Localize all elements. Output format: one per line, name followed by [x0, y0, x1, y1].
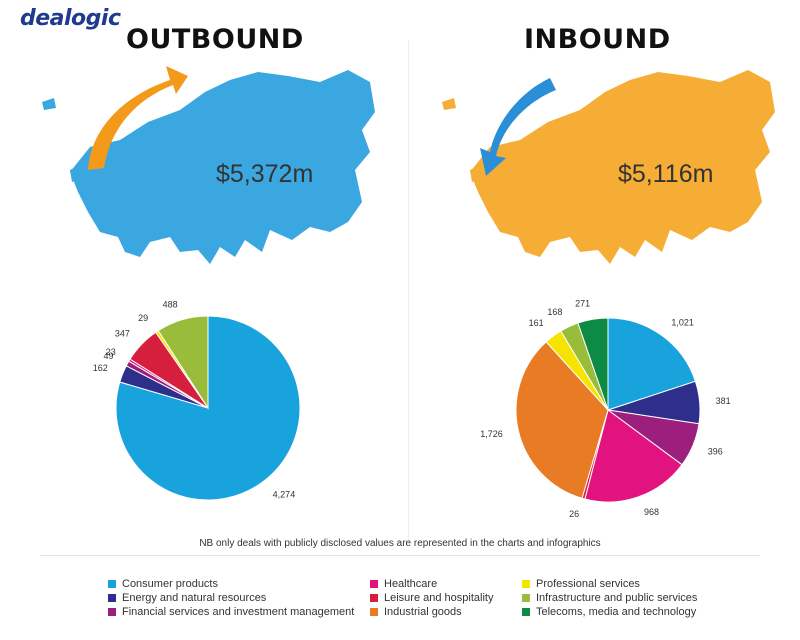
pie-data-label: 347 [115, 328, 130, 338]
legend-label: Telecoms, media and technology [536, 606, 697, 618]
pie-data-label: 23 [106, 347, 116, 357]
center-divider [408, 40, 409, 540]
legend-label: Financial services and investment manage… [122, 606, 355, 618]
pie-data-label: 4,274 [273, 489, 296, 499]
legend-item: Infrastructure and public services [522, 592, 748, 604]
outbound-arrow-icon [88, 66, 188, 170]
pie-data-label: 396 [708, 446, 723, 456]
legend-label: Energy and natural resources [122, 592, 267, 604]
pie-data-label: 162 [93, 363, 108, 373]
pie-slice [607, 317, 697, 411]
pie-data-label: 168 [547, 307, 562, 317]
pie-data-label: 271 [575, 298, 590, 308]
legend-label: Industrial goods [384, 606, 462, 618]
inbound-arrow-icon [480, 78, 556, 176]
legend-item: Consumer products [108, 578, 370, 590]
legend-label: Healthcare [384, 578, 438, 590]
legend-label: Leisure and hospitality [384, 592, 494, 604]
legend-label: Infrastructure and public services [536, 592, 698, 604]
pie-data-label: 1,726 [480, 429, 503, 439]
pie-data-label: 488 [163, 299, 178, 309]
legend-swatch [522, 608, 530, 616]
inbound-europe-map [442, 70, 775, 264]
legend-label: Professional services [536, 578, 640, 590]
outbound-heading: OUTBOUND [126, 24, 304, 55]
legend-swatch [370, 580, 378, 588]
dealogic-logo: dealogic [20, 6, 121, 31]
legend-item: Leisure and hospitality [370, 592, 522, 604]
pie-data-label: 26 [569, 509, 579, 519]
pie-data-label: 968 [644, 507, 659, 517]
inbound-heading: INBOUND [524, 24, 671, 55]
legend-item: Healthcare [370, 578, 522, 590]
legend-item: Industrial goods [370, 606, 522, 618]
pie-data-label: 29 [138, 313, 148, 323]
pie-data-label: 161 [529, 318, 544, 328]
pie-slice [577, 317, 609, 411]
legend: Consumer products Healthcare Professiona… [108, 578, 748, 618]
legend-label: Consumer products [122, 578, 218, 590]
legend-item: Energy and natural resources [108, 592, 370, 604]
legend-swatch [108, 594, 116, 602]
inbound-amount: $5,116m [618, 160, 714, 188]
disclosure-note: NB only deals with publicly disclosed va… [199, 538, 601, 549]
legend-item: Financial services and investment manage… [108, 606, 370, 618]
outbound-europe-map [42, 66, 375, 264]
legend-swatch [370, 608, 378, 616]
pie-slice [584, 409, 683, 503]
legend-swatch [522, 580, 530, 588]
legend-swatch [108, 608, 116, 616]
pie-slice [157, 315, 209, 410]
legend-item: Telecoms, media and technology [522, 606, 748, 618]
pie-data-label: 381 [716, 396, 731, 406]
pie-slice [515, 341, 609, 499]
outbound-amount: $5,372m [216, 160, 314, 188]
legend-divider [40, 555, 760, 556]
pie-data-label: 1,021 [671, 318, 694, 328]
pie-data-label: 49 [103, 351, 113, 361]
legend-swatch [522, 594, 530, 602]
legend-item: Professional services [522, 578, 748, 590]
legend-swatch [370, 594, 378, 602]
legend-swatch [108, 580, 116, 588]
